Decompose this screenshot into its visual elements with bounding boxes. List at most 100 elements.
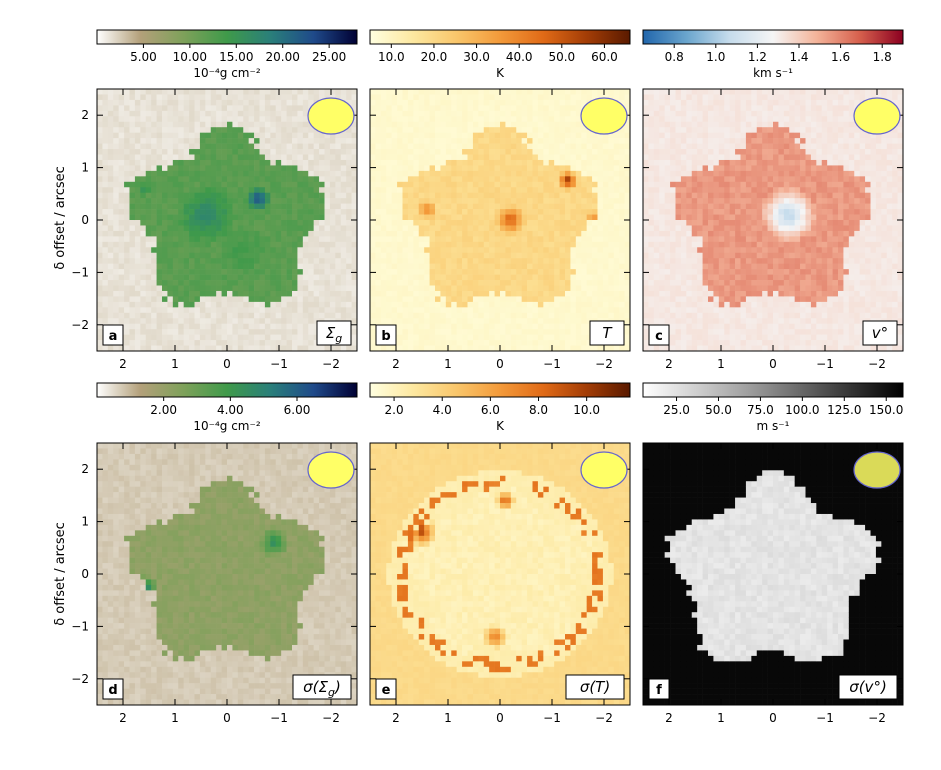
colorbar-tick-label: 25.0	[663, 403, 690, 417]
colorbar-tick-label: 4.0	[433, 403, 452, 417]
colorbar-tick-label: 50.0	[548, 50, 575, 64]
y-axis-label-top: δ offset / arcsec	[53, 166, 68, 270]
colorbar-e	[369, 382, 631, 398]
x-tick-label: −2	[595, 357, 613, 371]
quantity-box	[316, 320, 352, 346]
quantity-symbol: T	[602, 324, 613, 342]
x-tick-label: −1	[543, 711, 561, 725]
quantity-symbol: σ(Σg)	[303, 678, 341, 699]
panel-letter: e	[382, 683, 391, 698]
y-axis-label-bottom: δ offset / arcsec	[53, 522, 68, 626]
panel-letter: f	[656, 683, 662, 698]
y-tick-label: 1	[81, 515, 89, 529]
heatmap-b	[370, 89, 631, 352]
x-tick-label: −1	[816, 357, 834, 371]
x-tick-label: 0	[223, 711, 231, 725]
heatmap-c	[643, 89, 904, 352]
x-tick-label: 1	[717, 357, 725, 371]
quantity-box	[565, 674, 625, 700]
colorbar-tick-label: 100.0	[785, 403, 819, 417]
y-tick-label: 2	[81, 108, 89, 122]
x-tick-label: 0	[223, 357, 231, 371]
heatmap-a	[97, 89, 358, 352]
panel-letter: d	[108, 683, 117, 698]
colorbar-tick-label: 6.00	[284, 403, 311, 417]
x-tick-label: −1	[816, 711, 834, 725]
colorbar-tick-label: 8.0	[529, 403, 548, 417]
quantity-symbol: σ(T)	[580, 678, 610, 696]
colorbar-label: K	[496, 419, 505, 433]
colorbar-a	[96, 29, 358, 45]
beam-ellipse	[580, 97, 628, 135]
y-tick-label: −2	[71, 672, 89, 686]
x-tick-label: 1	[717, 711, 725, 725]
panel-d: 2.00 4.00 6.00 10⁻⁴g cm⁻² 2 1 0 −1 −2 2 1 0 −1 −2 d σ(Σ…	[71, 382, 358, 725]
panel-letter-box	[648, 678, 670, 700]
y-tick-label: 1	[81, 161, 89, 175]
colorbar-tick-label: 1.0	[706, 50, 725, 64]
quantity-box	[589, 320, 625, 346]
panel-letter-box	[102, 678, 124, 700]
x-tick-label: −1	[270, 357, 288, 371]
colorbar-tick-label: 4.00	[217, 403, 244, 417]
quantity-box	[838, 674, 898, 700]
x-tick-label: 2	[392, 357, 400, 371]
x-tick-label: 0	[769, 357, 777, 371]
x-tick-label: −1	[270, 711, 288, 725]
panel-letter-box	[102, 324, 124, 346]
y-tick-label: 2	[81, 462, 89, 476]
panel-f: 25.0 50.0 75.0 100.0 125.0 150.0 m s⁻¹ 2 1 0 −1 −2 f…	[642, 382, 904, 725]
panel-letter-box	[375, 678, 397, 700]
x-tick-label: 1	[444, 711, 452, 725]
x-tick-label: 1	[444, 357, 452, 371]
colorbar-label: m s⁻¹	[757, 419, 790, 433]
beam-ellipse	[307, 451, 355, 489]
x-tick-label: 2	[119, 711, 127, 725]
y-tick-label: 0	[81, 213, 89, 227]
colorbar-d	[96, 382, 358, 398]
panel-letter-box	[375, 324, 397, 346]
colorbar-label: km s⁻¹	[753, 66, 793, 80]
panel-letter: b	[381, 329, 390, 344]
colorbar-tick-label: 5.00	[130, 50, 157, 64]
colorbar-b	[369, 29, 631, 45]
x-tick-label: 2	[392, 711, 400, 725]
colorbar-tick-label: 2.0	[385, 403, 404, 417]
y-tick-label: 0	[81, 567, 89, 581]
colorbar-label: K	[496, 66, 505, 80]
colorbar-tick-label: 30.0	[463, 50, 490, 64]
colorbar-tick-label: 150.0	[869, 403, 903, 417]
x-tick-label: 2	[665, 711, 673, 725]
x-tick-label: 0	[496, 711, 504, 725]
x-tick-label: 0	[769, 711, 777, 725]
colorbar-tick-label: 10.0	[573, 403, 600, 417]
colorbar-tick-label: 15.00	[219, 50, 253, 64]
x-tick-label: 1	[171, 357, 179, 371]
colorbar-tick-label: 125.0	[827, 403, 861, 417]
colorbar-tick-label: 50.0	[705, 403, 732, 417]
panel-a: 5.00 10.00 15.00 20.00 25.00 10⁻⁴g cm⁻² 2 1 0 −1 −…	[71, 29, 358, 371]
colorbar-tick-label: 1.6	[831, 50, 850, 64]
colorbar-tick-label: 10.00	[173, 50, 207, 64]
panel-e: 2.0 4.0 6.0 8.0 10.0 K 2 1 0 −1 −2 e σ(T)	[369, 382, 631, 725]
x-tick-label: −2	[868, 711, 886, 725]
beam-ellipse	[853, 97, 901, 135]
colorbar-tick-label: 20.0	[421, 50, 448, 64]
panel-letter: c	[655, 329, 663, 344]
x-tick-label: −1	[543, 357, 561, 371]
x-tick-label: 2	[119, 357, 127, 371]
beam-ellipse	[307, 97, 355, 135]
colorbar-c	[642, 29, 904, 45]
x-tick-label: 1	[171, 711, 179, 725]
x-tick-label: −2	[322, 711, 340, 725]
x-tick-label: 2	[665, 357, 673, 371]
x-tick-label: −2	[868, 357, 886, 371]
colorbar-tick-label: 25.00	[312, 50, 346, 64]
quantity-box	[862, 320, 898, 346]
y-tick-label: −1	[71, 265, 89, 279]
x-tick-label: 0	[496, 357, 504, 371]
x-tick-label: −2	[595, 711, 613, 725]
panel-b: 10.0 20.0 30.0 40.0 50.0 60.0 K 2 1 0 −1 −2 b T	[369, 29, 631, 371]
colorbar-tick-label: 0.8	[665, 50, 684, 64]
